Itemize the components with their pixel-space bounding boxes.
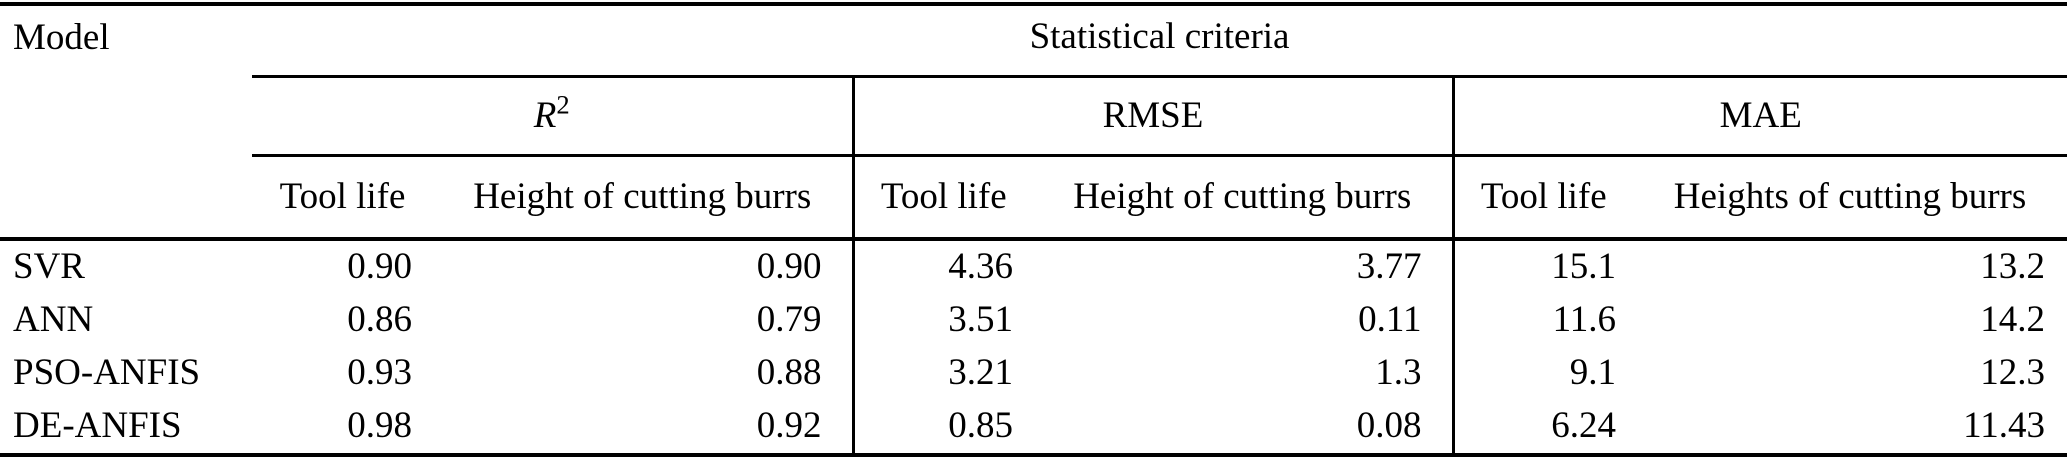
rmse-label: RMSE bbox=[1102, 94, 1204, 136]
header-rmse: RMSE bbox=[851, 76, 1453, 157]
header-statistical-criteria: Statistical criteria bbox=[252, 4, 2067, 78]
cell-r2-height-burrs: 0.92 bbox=[756, 405, 822, 447]
table-row-ann: ANN 0.86 0.79 3.51 0.11 11.6 14.2 bbox=[0, 294, 2067, 347]
subheader-mae-tool-life: Tool life bbox=[1451, 155, 1633, 241]
cell-rmse-height-burrs: 0.11 bbox=[1358, 299, 1422, 341]
subheader-mae-heights-of-cutting-burrs: Heights of cutting burrs bbox=[1633, 155, 2067, 241]
cell-mae-heights-burrs: 14.2 bbox=[1980, 299, 2046, 341]
table-row-pso-anfis: PSO-ANFIS 0.93 0.88 3.21 1.3 9.1 12.3 bbox=[0, 347, 2067, 400]
cell-r2-height-burrs: 0.88 bbox=[756, 352, 822, 394]
subheader-rmse-height-of-cutting-burrs: Height of cutting burrs bbox=[1033, 155, 1453, 241]
cell-model-name: SVR bbox=[13, 246, 85, 288]
header-model: Model bbox=[0, 4, 252, 241]
cell-rmse-tool-life: 3.21 bbox=[851, 347, 1033, 400]
cell-rmse-height-burrs: 1.3 bbox=[1375, 352, 1422, 394]
cell-mae-heights-burrs: 13.2 bbox=[1980, 246, 2046, 288]
cell-model-name: DE-ANFIS bbox=[13, 405, 182, 447]
cell-rmse-height-burrs: 3.77 bbox=[1356, 246, 1422, 288]
r2-base: R bbox=[533, 94, 557, 136]
header-row-1: Model Statistical criteria bbox=[0, 4, 2067, 241]
header-row-3: Tool life Height of cutting burrs Tool l… bbox=[0, 155, 2067, 241]
cell-mae-tool-life: 11.6 bbox=[1451, 294, 1633, 347]
cell-model-name: PSO-ANFIS bbox=[13, 352, 201, 394]
subheader-r2-tool-life: Tool life bbox=[252, 155, 433, 241]
cell-mae-tool-life: 6.24 bbox=[1451, 400, 1633, 455]
subheader-rmse-tool-life: Tool life bbox=[851, 155, 1033, 241]
cell-model-name: ANN bbox=[13, 299, 94, 341]
cell-rmse-height-burrs: 0.08 bbox=[1356, 405, 1422, 447]
mae-label: MAE bbox=[1719, 94, 1802, 136]
cell-mae-tool-life: 9.1 bbox=[1451, 347, 1633, 400]
cell-r2-tool-life: 0.98 bbox=[347, 405, 412, 447]
cell-mae-heights-burrs: 12.3 bbox=[1980, 352, 2046, 394]
table-row-de-anfis: DE-ANFIS 0.98 0.92 0.85 0.08 6.24 11.43 bbox=[0, 400, 2067, 455]
subheader-r2-height-of-cutting-burrs: Height of cutting burrs bbox=[433, 155, 853, 241]
cell-r2-tool-life: 0.90 bbox=[347, 246, 412, 288]
cell-rmse-tool-life: 3.51 bbox=[851, 294, 1033, 347]
cell-r2-tool-life: 0.86 bbox=[347, 299, 412, 341]
cell-r2-tool-life: 0.93 bbox=[347, 352, 412, 394]
cell-rmse-tool-life: 0.85 bbox=[851, 400, 1033, 455]
header-mae: MAE bbox=[1451, 76, 2067, 157]
cell-mae-heights-burrs: 11.43 bbox=[1963, 405, 2046, 447]
table-row-svr: SVR 0.90 0.90 4.36 3.77 15.1 13.2 bbox=[0, 239, 2067, 294]
cell-r2-height-burrs: 0.90 bbox=[756, 246, 822, 288]
r2-superscript: 2 bbox=[556, 89, 570, 120]
header-r2: R2 bbox=[252, 76, 853, 157]
cell-rmse-tool-life: 4.36 bbox=[851, 239, 1033, 294]
cell-mae-tool-life: 15.1 bbox=[1451, 239, 1633, 294]
header-row-2: R2 RMSE MAE bbox=[0, 76, 2067, 157]
cell-r2-height-burrs: 0.79 bbox=[756, 299, 822, 341]
